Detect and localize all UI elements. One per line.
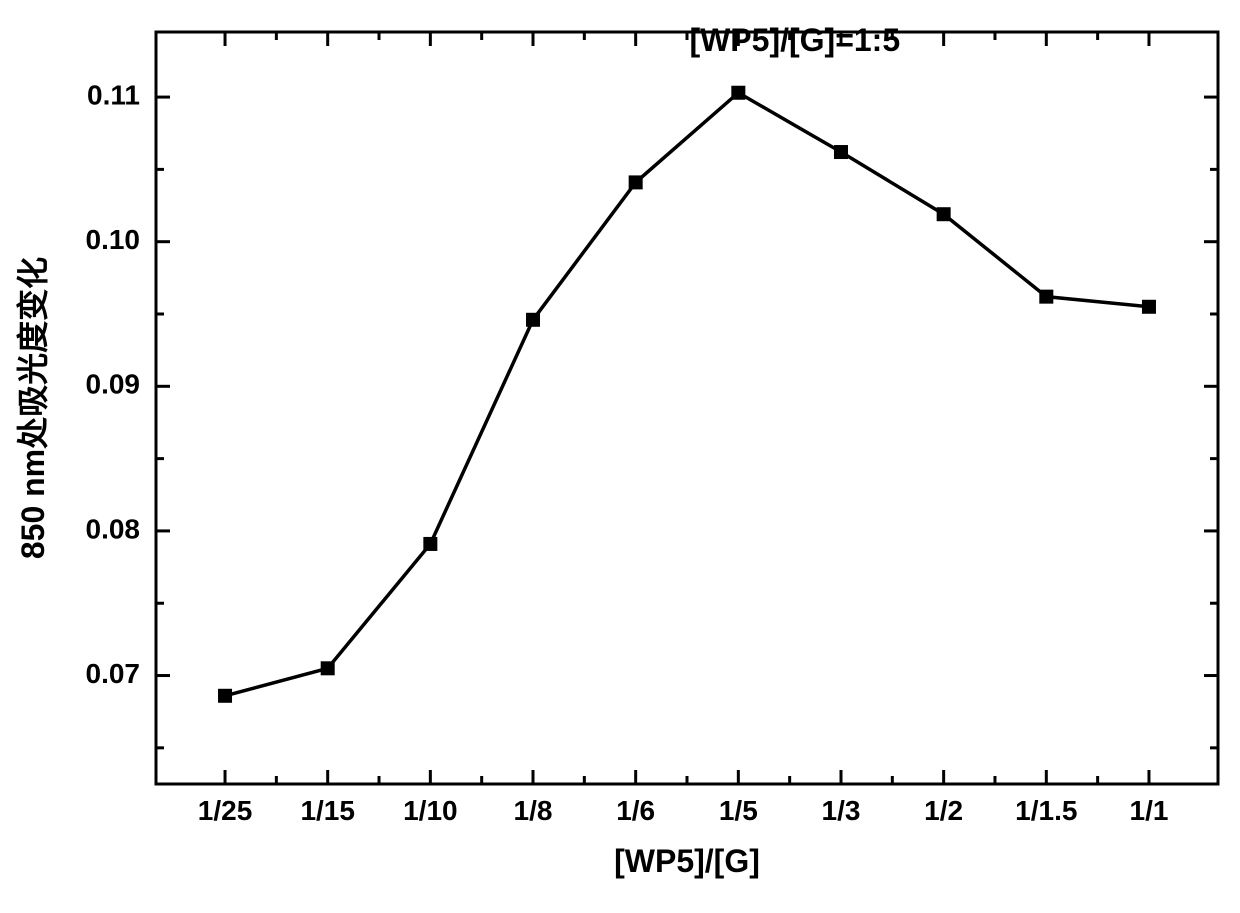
x-axis-label: [WP5]/[G] bbox=[614, 843, 760, 879]
data-marker bbox=[731, 86, 745, 100]
data-marker bbox=[423, 537, 437, 551]
data-marker bbox=[629, 175, 643, 189]
x-tick-label: 1/3 bbox=[822, 795, 861, 826]
y-tick-label: 0.10 bbox=[86, 224, 141, 255]
y-tick-label: 0.07 bbox=[86, 658, 141, 689]
y-tick-label: 0.09 bbox=[86, 369, 141, 400]
chart-svg: 0.07 0.08 0.09 0.10 0.11 1/25 1/15 1/10 1/8 1/6 1/… bbox=[0, 0, 1240, 908]
data-marker bbox=[526, 313, 540, 327]
data-marker bbox=[321, 661, 335, 675]
data-marker bbox=[218, 689, 232, 703]
data-marker bbox=[834, 145, 848, 159]
x-tick-label: 1/25 bbox=[198, 795, 253, 826]
x-tick-label: 1/15 bbox=[300, 795, 355, 826]
x-tick-label: 1/10 bbox=[403, 795, 458, 826]
y-tick-label: 0.11 bbox=[87, 79, 140, 110]
x-tick-label: 1/1.5 bbox=[1015, 795, 1077, 826]
data-line bbox=[225, 93, 1149, 696]
data-marker bbox=[1039, 290, 1053, 304]
y-tick-label: 0.08 bbox=[86, 513, 141, 544]
x-tick-label: 1/2 bbox=[924, 795, 963, 826]
x-tick-label: 1/6 bbox=[616, 795, 655, 826]
x-tick-label: 1/1 bbox=[1130, 795, 1169, 826]
data-marker bbox=[1142, 300, 1156, 314]
data-marker bbox=[937, 207, 951, 221]
annotation-label: [WP5]/[G]=1:5 bbox=[689, 22, 900, 58]
chart-container: 0.07 0.08 0.09 0.10 0.11 1/25 1/15 1/10 1/8 1/6 1/… bbox=[0, 0, 1240, 908]
y-axis-label: 850 nm处吸光度变化 bbox=[15, 257, 51, 559]
x-tick-label: 1/5 bbox=[719, 795, 758, 826]
x-tick-label: 1/8 bbox=[514, 795, 553, 826]
